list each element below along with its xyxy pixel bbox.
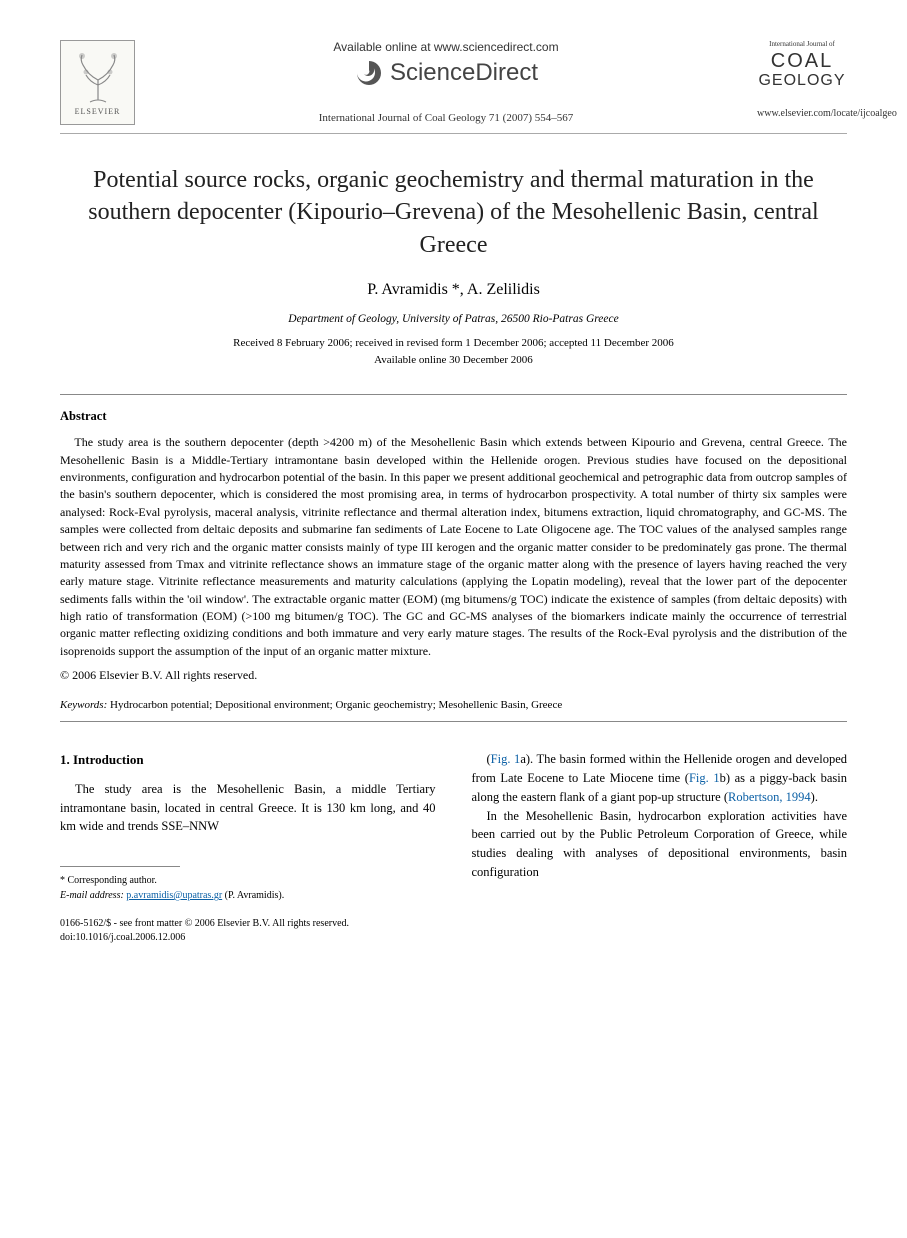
publication-info: 0166-5162/$ - see front matter © 2006 El…	[60, 917, 436, 945]
journal-title-coal: COAL	[757, 50, 847, 72]
keywords-label: Keywords:	[60, 699, 107, 711]
column-left: 1. Introduction The study area is the Me…	[60, 750, 436, 945]
robertson-1994-link[interactable]: Robertson, 1994	[728, 790, 811, 804]
journal-reference: International Journal of Coal Geology 71…	[155, 112, 737, 124]
journal-cover-title: COAL GEOLOGY	[757, 50, 847, 90]
authors: P. Avramidis *, A. Zelilidis	[60, 281, 847, 299]
abstract-top-divider	[60, 394, 847, 395]
journal-cover: International Journal of COAL GEOLOGY ww…	[757, 40, 847, 119]
keywords: Keywords: Hydrocarbon potential; Deposit…	[60, 699, 847, 711]
doi-line: doi:10.1016/j.coal.2006.12.006	[60, 931, 436, 945]
journal-cover-pretitle: International Journal of	[757, 40, 847, 48]
page-header: ELSEVIER Available online at www.science…	[60, 40, 847, 125]
issn-line: 0166-5162/$ - see front matter © 2006 El…	[60, 917, 436, 931]
elsevier-tree-icon	[68, 50, 128, 105]
email-label: E-mail address:	[60, 890, 124, 901]
fig1-link-a[interactable]: Fig. 1	[491, 752, 521, 766]
footnote-divider	[60, 866, 180, 867]
intro-paragraph-1: The study area is the Mesohellenic Basin…	[60, 780, 436, 836]
abstract-heading: Abstract	[60, 409, 847, 424]
email-address[interactable]: p.avramidis@upatras.gr	[126, 890, 222, 901]
sciencedirect-text: ScienceDirect	[390, 59, 538, 87]
keywords-text: Hydrocarbon potential; Depositional envi…	[110, 699, 562, 711]
body-columns: 1. Introduction The study area is the Me…	[60, 750, 847, 945]
email-line: E-mail address: p.avramidis@upatras.gr (…	[60, 888, 436, 903]
corresponding-author: * Corresponding author.	[60, 873, 436, 888]
footnote-block: * Corresponding author. E-mail address: …	[60, 873, 436, 903]
available-online-text: Available online at www.sciencedirect.co…	[155, 40, 737, 54]
sciencedirect-logo: ScienceDirect	[354, 58, 538, 88]
header-divider	[60, 133, 847, 134]
center-header: Available online at www.sciencedirect.co…	[135, 40, 757, 124]
column-right: (Fig. 1a). The basin formed within the H…	[472, 750, 848, 945]
sciencedirect-swirl-icon	[354, 58, 384, 88]
introduction-heading: 1. Introduction	[60, 750, 436, 770]
article-title: Potential source rocks, organic geochemi…	[60, 164, 847, 261]
elsevier-name: ELSEVIER	[75, 107, 121, 116]
fig1-link-b[interactable]: Fig. 1	[689, 771, 720, 785]
dates-received: Received 8 February 2006; received in re…	[60, 335, 847, 352]
abstract-copyright: © 2006 Elsevier B.V. All rights reserved…	[60, 668, 847, 683]
intro-paragraph-2: In the Mesohellenic Basin, hydrocarbon e…	[472, 807, 848, 882]
journal-title-geology: GEOLOGY	[757, 72, 847, 90]
elsevier-logo: ELSEVIER	[60, 40, 135, 125]
abstract-bottom-divider	[60, 721, 847, 722]
article-dates: Received 8 February 2006; received in re…	[60, 335, 847, 368]
intro-paragraph-1-cont: (Fig. 1a). The basin formed within the H…	[472, 750, 848, 806]
abstract-body: The study area is the southern depocente…	[60, 434, 847, 660]
journal-url: www.elsevier.com/locate/ijcoalgeo	[757, 108, 847, 119]
dates-online: Available online 30 December 2006	[60, 352, 847, 369]
affiliation: Department of Geology, University of Pat…	[60, 313, 847, 325]
email-author: (P. Avramidis).	[225, 890, 285, 901]
